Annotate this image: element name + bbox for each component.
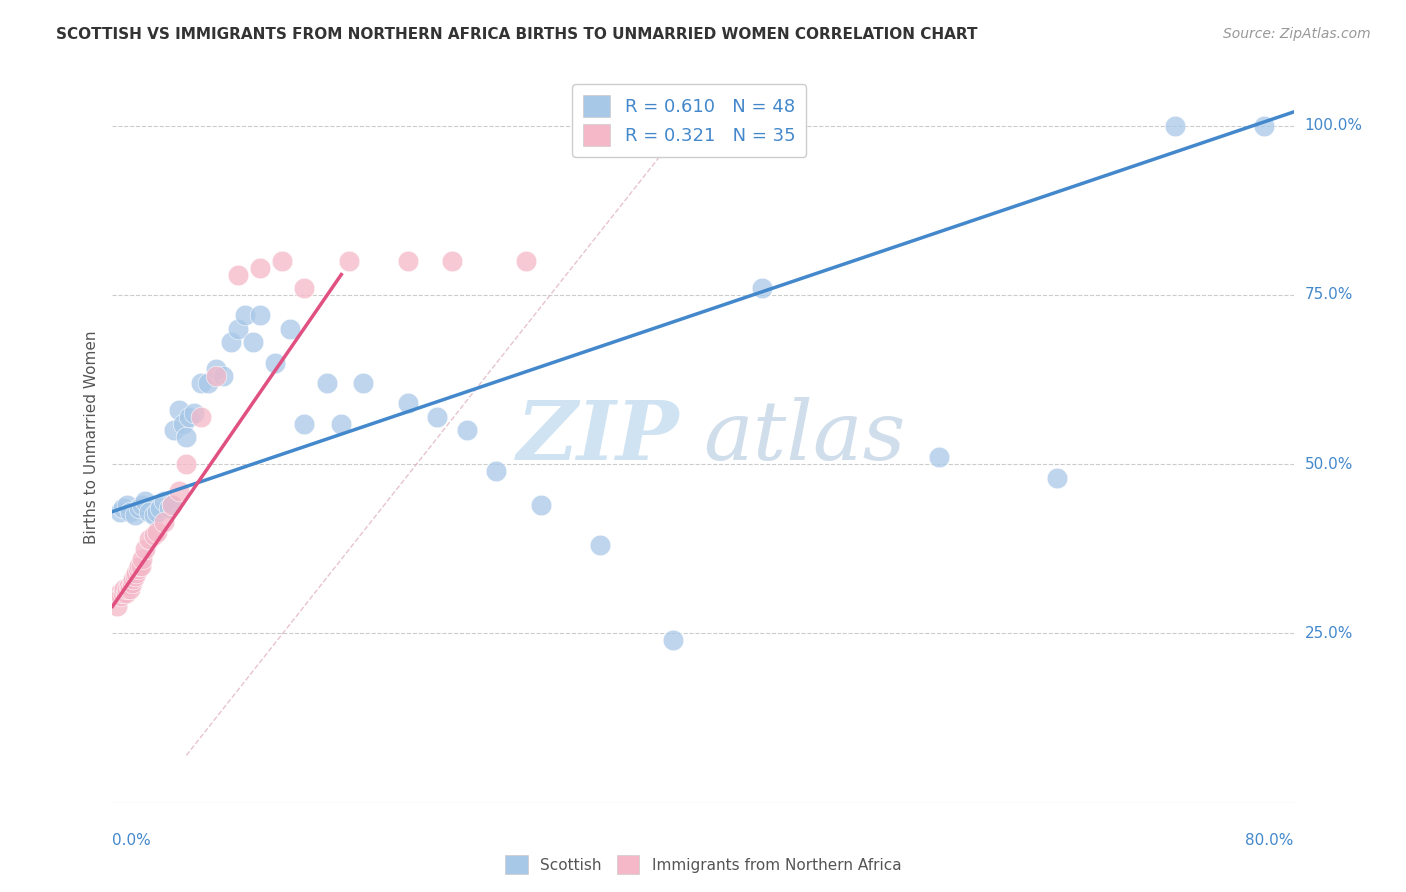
Point <box>157 501 180 516</box>
Point <box>127 562 149 576</box>
Point <box>110 589 132 603</box>
Text: 25.0%: 25.0% <box>1305 626 1353 641</box>
Point <box>146 505 169 519</box>
Point <box>131 498 153 512</box>
Point <box>264 355 287 369</box>
Point <box>125 566 148 580</box>
Point <box>292 417 315 431</box>
Point <box>112 582 135 597</box>
Point <box>138 505 160 519</box>
Text: 80.0%: 80.0% <box>1246 833 1294 848</box>
Point <box>153 515 176 529</box>
Point <box>108 586 131 600</box>
Legend: R = 0.610   N = 48, R = 0.321   N = 35: R = 0.610 N = 48, R = 0.321 N = 35 <box>572 84 806 157</box>
Point <box>129 558 152 573</box>
Text: 75.0%: 75.0% <box>1305 287 1353 302</box>
Point <box>174 430 197 444</box>
Point <box>330 417 353 431</box>
Point <box>167 403 190 417</box>
Point <box>751 281 773 295</box>
Point <box>219 335 242 350</box>
Point <box>352 376 374 390</box>
Point <box>134 494 156 508</box>
Point <box>142 528 165 542</box>
Point <box>441 254 464 268</box>
Point <box>1253 119 1275 133</box>
Point <box>588 538 610 552</box>
Point <box>149 501 172 516</box>
Text: atlas: atlas <box>703 397 905 477</box>
Point <box>928 450 950 465</box>
Point <box>167 484 190 499</box>
Point <box>160 498 183 512</box>
Point <box>233 308 256 322</box>
Point <box>292 281 315 295</box>
Point <box>153 494 176 508</box>
Point <box>315 376 337 390</box>
Point <box>205 369 228 384</box>
Point <box>138 532 160 546</box>
Point <box>120 582 142 597</box>
Point <box>226 268 249 282</box>
Point <box>120 505 142 519</box>
Point <box>114 586 136 600</box>
Point <box>249 308 271 322</box>
Point <box>1046 471 1069 485</box>
Point <box>396 254 419 268</box>
Point <box>128 558 150 573</box>
Point <box>197 376 219 390</box>
Text: 0.0%: 0.0% <box>112 833 152 848</box>
Point <box>172 417 194 431</box>
Point <box>529 498 551 512</box>
Point <box>242 335 264 350</box>
Point <box>179 409 201 424</box>
Point <box>122 572 145 586</box>
Point <box>174 457 197 471</box>
Point <box>515 254 537 268</box>
Point <box>108 505 131 519</box>
Point <box>662 633 685 648</box>
Point <box>124 569 146 583</box>
Point <box>190 376 212 390</box>
Point <box>134 541 156 556</box>
Point <box>105 599 128 614</box>
Text: 100.0%: 100.0% <box>1305 118 1362 133</box>
Point <box>1164 119 1187 133</box>
Point <box>426 409 449 424</box>
Text: Source: ZipAtlas.com: Source: ZipAtlas.com <box>1223 27 1371 41</box>
Point <box>111 586 134 600</box>
Point <box>271 254 294 268</box>
Point <box>146 524 169 539</box>
Text: 50.0%: 50.0% <box>1305 457 1353 472</box>
Point <box>121 575 143 590</box>
Point <box>337 254 360 268</box>
Point <box>226 322 249 336</box>
Point <box>183 406 205 420</box>
Point <box>278 322 301 336</box>
Point <box>212 369 235 384</box>
Point <box>128 501 150 516</box>
Legend: Scottish, Immigrants from Northern Africa: Scottish, Immigrants from Northern Afric… <box>499 849 907 880</box>
Point <box>190 409 212 424</box>
Text: ZIP: ZIP <box>517 397 679 477</box>
Point <box>205 362 228 376</box>
Point <box>142 508 165 522</box>
Point <box>160 498 183 512</box>
Text: SCOTTISH VS IMMIGRANTS FROM NORTHERN AFRICA BIRTHS TO UNMARRIED WOMEN CORRELATIO: SCOTTISH VS IMMIGRANTS FROM NORTHERN AFR… <box>56 27 977 42</box>
Point <box>117 498 138 512</box>
Point <box>456 423 478 437</box>
Point <box>117 582 138 597</box>
Point <box>249 260 271 275</box>
Point <box>118 579 141 593</box>
Point <box>131 552 153 566</box>
Point <box>111 501 134 516</box>
Y-axis label: Births to Unmarried Women: Births to Unmarried Women <box>83 330 98 544</box>
Point <box>124 508 146 522</box>
Point <box>485 464 508 478</box>
Point <box>163 423 186 437</box>
Point <box>396 396 419 410</box>
